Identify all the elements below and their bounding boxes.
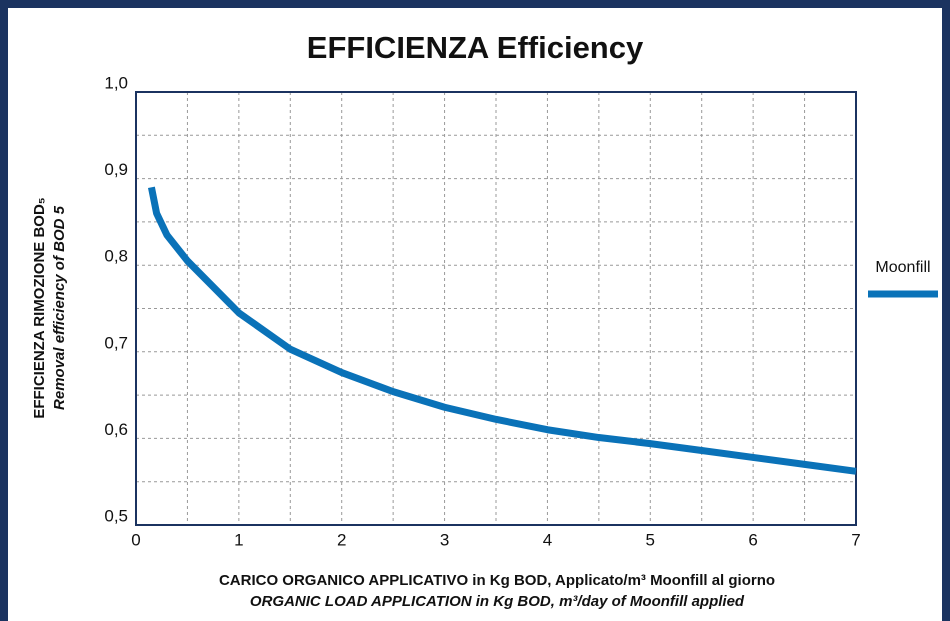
y-tick-label: 0,5 bbox=[104, 506, 128, 525]
x-tick-label: 3 bbox=[440, 530, 449, 549]
legend-label: Moonfill bbox=[875, 259, 930, 276]
x-tick-label: 6 bbox=[748, 530, 757, 549]
x-tick-label: 7 bbox=[851, 530, 860, 549]
panel bbox=[8, 8, 942, 621]
y-axis-title: EFFICIENZA RIMOZIONE BOD₅ Removal effici… bbox=[31, 197, 68, 418]
x-tick-label: 2 bbox=[337, 530, 346, 549]
y-tick-label: 0,6 bbox=[104, 420, 128, 439]
x-tick-label: 4 bbox=[543, 530, 552, 549]
x-tick-label: 5 bbox=[646, 530, 655, 549]
y-label: EFFICIENZA RIMOZIONE BOD₅ bbox=[31, 197, 48, 418]
y-tick-label: 0,8 bbox=[104, 247, 128, 266]
plot-border bbox=[135, 91, 857, 526]
y-tick-label: 0,7 bbox=[104, 333, 128, 352]
x-label: CARICO ORGANICO APPLICATIVO in Kg BOD, A… bbox=[219, 572, 775, 589]
x-tick-label: 0 bbox=[131, 530, 140, 549]
y-label: Removal efficiency of BOD 5 bbox=[51, 205, 68, 410]
y-tick-label: 1,0 bbox=[104, 73, 128, 92]
y-tick-label: 0,9 bbox=[104, 160, 128, 179]
x-tick-label: 1 bbox=[234, 530, 243, 549]
series-line bbox=[147, 186, 857, 475]
x-label: ORGANIC LOAD APPLICATION in Kg BOD, m³/d… bbox=[250, 593, 745, 610]
chart-title: EFFICIENZA Efficiency bbox=[307, 30, 644, 65]
